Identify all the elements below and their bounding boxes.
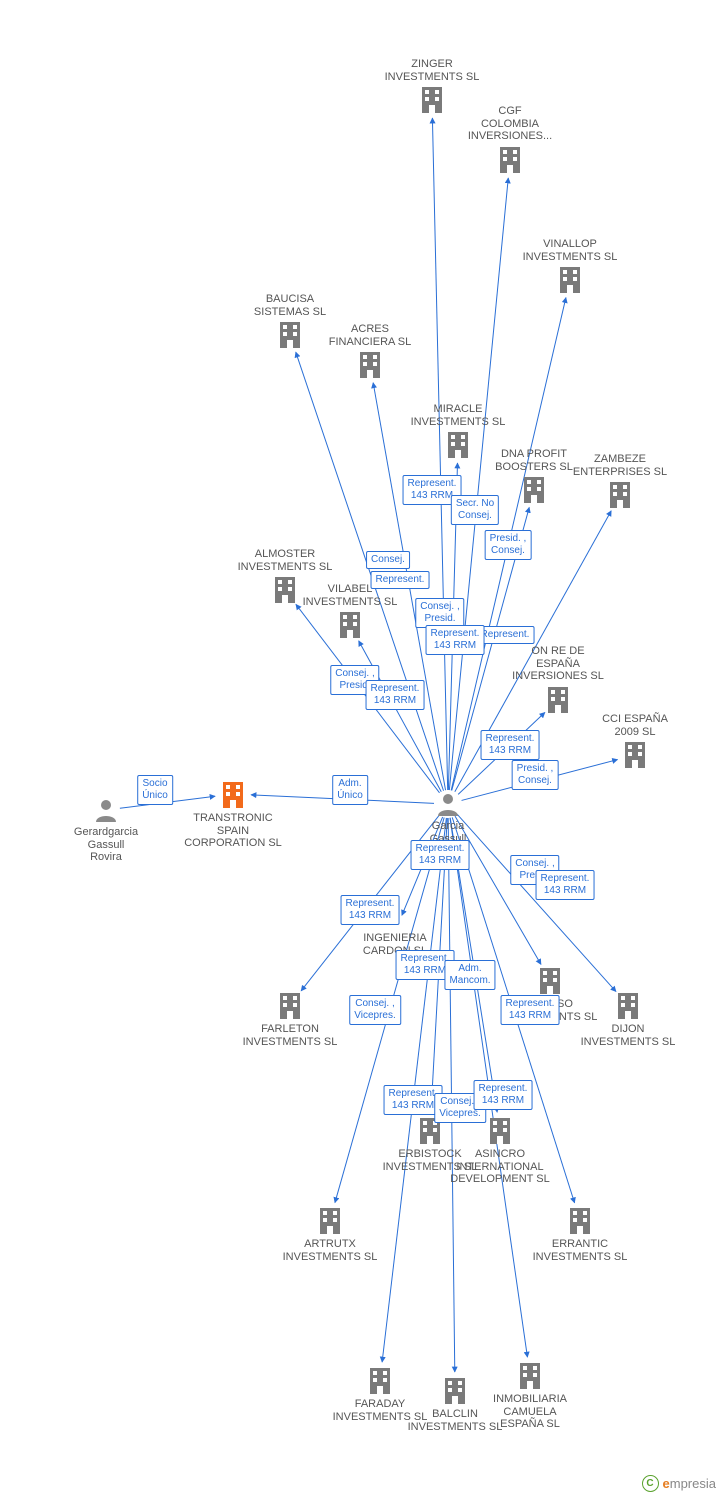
node-label: CGF COLOMBIA INVERSIONES...: [450, 105, 570, 143]
node-vilabel[interactable]: VILABEL INVESTMENTS SL: [290, 583, 410, 642]
node-asincro[interactable]: ASINCRO INTERNATIONAL DEVELOPMENT SL: [440, 1114, 560, 1186]
edge-label-ingenieria: Represent. 143 RRM: [411, 840, 470, 870]
edge-label-gerard-transtronic: Socio Único: [137, 775, 173, 805]
edge-label-baucisa: Consej.: [366, 551, 410, 569]
node-label: INMOBILIARIA CAMUELA ESPAÑA SL: [470, 1393, 590, 1431]
edge-label-transtronic: Adm. Único: [332, 775, 368, 805]
node-label: MIRACLE INVESTMENTS SL: [398, 403, 518, 428]
edge-label-dijon: Represent. 143 RRM: [536, 870, 595, 900]
node-label: ERRANTIC INVESTMENTS SL: [520, 1238, 640, 1263]
network-canvas: Garcia Gassull Rovira...ZINGER INVESTMEN…: [0, 0, 728, 1500]
edge-label-vilabel: Represent. 143 RRM: [366, 680, 425, 710]
edge-label-cci: Presid. , Consej.: [512, 760, 559, 790]
edge-label-artrutx: Consej. , Vicepres.: [349, 995, 401, 1025]
node-label: DIJON INVESTMENTS SL: [568, 1023, 688, 1048]
node-label: CCI ESPAÑA 2009 SL: [575, 713, 695, 738]
node-label: ARTRUTX INVESTMENTS SL: [270, 1238, 390, 1263]
edge-label-asincro: Adm. Mancom.: [444, 960, 495, 990]
edge-label-miracle: Consej. , Presid.: [415, 598, 464, 628]
node-label: TRANSTRONIC SPAIN CORPORATION SL: [173, 812, 293, 850]
edge-label-acres: Represent.: [371, 571, 430, 589]
node-farleton[interactable]: FARLETON INVESTMENTS SL: [230, 989, 350, 1048]
node-label: ASINCRO INTERNATIONAL DEVELOPMENT SL: [440, 1148, 560, 1186]
node-errantic[interactable]: ERRANTIC INVESTMENTS SL: [520, 1204, 640, 1263]
footer-credit: C empresia: [642, 1475, 716, 1492]
node-label: ZINGER INVESTMENTS SL: [372, 58, 492, 83]
node-label: ACRES FINANCIERA SL: [310, 323, 430, 348]
node-cgf[interactable]: CGF COLOMBIA INVERSIONES...: [450, 105, 570, 177]
edge-label-onre: Represent. 143 RRM: [481, 730, 540, 760]
edge-label-inmobiliaria: Represent. 143 RRM: [474, 1080, 533, 1110]
brand-name: empresia: [663, 1476, 716, 1491]
node-artrutx[interactable]: ARTRUTX INVESTMENTS SL: [270, 1204, 390, 1263]
node-transtronic[interactable]: TRANSTRONIC SPAIN CORPORATION SL: [173, 778, 293, 850]
node-acres[interactable]: ACRES FINANCIERA SL: [310, 323, 430, 382]
node-label: BAUCISA SISTEMAS SL: [230, 293, 350, 318]
node-onre[interactable]: ON RE DE ESPAÑA INVERSIONES SL: [498, 645, 618, 717]
node-vinallop[interactable]: VINALLOP INVESTMENTS SL: [510, 238, 630, 297]
node-label: Gerardgarcia Gassull Rovira: [46, 826, 166, 864]
node-label: VINALLOP INVESTMENTS SL: [510, 238, 630, 263]
node-dijon[interactable]: DIJON INVESTMENTS SL: [568, 989, 688, 1048]
edge-label-farleton: Represent. 143 RRM: [341, 895, 400, 925]
node-zambeze[interactable]: ZAMBEZE ENTERPRISES SL: [560, 453, 680, 512]
edge-label-cgf: Secr. No Consej.: [451, 495, 499, 525]
edge-label-errantic: Represent. 143 RRM: [501, 995, 560, 1025]
node-label: ZAMBEZE ENTERPRISES SL: [560, 453, 680, 478]
node-cci[interactable]: CCI ESPAÑA 2009 SL: [575, 713, 695, 772]
node-gerard[interactable]: Gerardgarcia Gassull Rovira: [46, 796, 166, 864]
node-label: ALMOSTER INVESTMENTS SL: [225, 548, 345, 573]
node-inmobiliaria[interactable]: INMOBILIARIA CAMUELA ESPAÑA SL: [470, 1359, 590, 1431]
edge-label-zambeze: Represent. 143 RRM: [426, 625, 485, 655]
edge-label-vinallop: Presid. , Consej.: [485, 530, 532, 560]
copyright-icon: C: [642, 1475, 659, 1492]
node-label: FARLETON INVESTMENTS SL: [230, 1023, 350, 1048]
node-label: ON RE DE ESPAÑA INVERSIONES SL: [498, 645, 618, 683]
